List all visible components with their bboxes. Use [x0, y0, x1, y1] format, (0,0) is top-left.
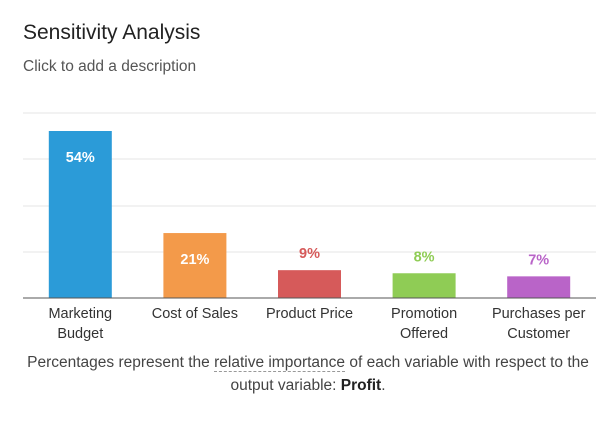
bar-value-label: 9% — [299, 246, 320, 262]
relative-importance-term[interactable]: relative importance — [214, 354, 346, 372]
bar-value-label: 8% — [414, 249, 435, 265]
output-variable: Profit — [340, 377, 382, 394]
bar-value-label: 21% — [180, 252, 209, 268]
bar[interactable] — [163, 233, 227, 298]
footnote-prefix: Percentages represent the — [27, 354, 215, 371]
x-tick-label: Promotion — [391, 306, 457, 322]
x-tick-label: Purchases per — [492, 306, 586, 322]
bar[interactable] — [278, 270, 341, 298]
bar-value-label: 54% — [66, 150, 95, 166]
chart-description[interactable]: Click to add a description — [23, 58, 197, 75]
x-tick-label: Marketing — [48, 306, 112, 322]
footnote-suffix: . — [381, 377, 386, 394]
x-tick-label: Product Price — [266, 306, 353, 322]
bar[interactable] — [507, 276, 571, 298]
bar[interactable] — [48, 131, 112, 298]
x-tick-label: Offered — [400, 326, 448, 342]
chart-title: Sensitivity Analysis — [23, 21, 201, 44]
x-tick-label: Budget — [57, 326, 103, 342]
chart-footnote: Percentages represent the relative impor… — [20, 351, 596, 397]
footnote-middle: of each variable with respect to the out… — [230, 354, 589, 394]
bar-value-label: 7% — [528, 252, 549, 268]
x-tick-label: Customer — [507, 326, 570, 342]
bar-chart: 54% Marketing Budget 21% Cost of Sales 9% Prod… — [23, 112, 596, 342]
bar[interactable] — [392, 273, 456, 298]
x-tick-label: Cost of Sales — [152, 306, 238, 322]
